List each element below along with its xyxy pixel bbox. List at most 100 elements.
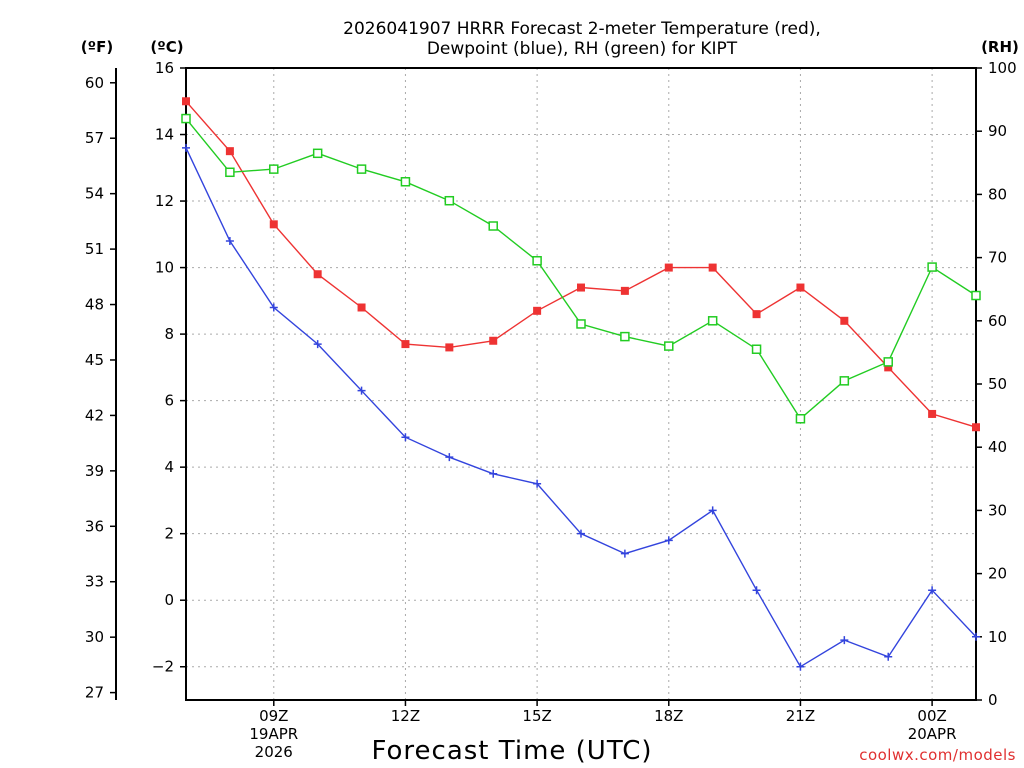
fahrenheit-tick-label: 27 [85,684,104,702]
rh-point [532,256,542,266]
celsius-tick-label: 6 [164,392,174,410]
2-meter-temperature-point [225,147,234,156]
celsius-tick-label: 10 [155,259,174,277]
x-tick-year-label: 2026 [255,743,293,761]
rh-tick-label: 40 [988,438,1007,456]
fahrenheit-tick-label: 36 [85,517,104,535]
rh-point [883,357,893,367]
2-meter-temperature-point [533,306,542,315]
dewpoint-point [357,386,366,395]
rh-point [620,331,630,342]
plot-frame [185,67,977,701]
rh-tick-label: 10 [988,628,1007,646]
2-meter-temperature-point [708,263,717,272]
rh-tick-label: 70 [988,249,1007,267]
dewpoint-point [972,632,980,641]
rh-point [839,376,850,386]
rh-point [927,262,937,272]
2-meter-temperature-point [445,343,454,352]
rh-point [225,167,235,178]
x-tick-date-label: 19APR [249,725,298,743]
chart-title-line-2: Dewpoint (blue), RH (green) for KIPT [427,39,738,59]
fahrenheit-tick-label: 54 [85,185,104,203]
grid-layer [186,67,976,700]
dewpoint-point [269,303,278,312]
fahrenheit-tick-label: 42 [85,406,104,424]
rh-point [181,113,191,124]
celsius-tick-label: −2 [152,658,174,676]
rh-tick-label: 100 [988,59,1017,77]
2-meter-temperature-point [972,423,980,432]
x-tick-label: 00Z [917,707,946,725]
rh-tick-label: 50 [988,375,1007,393]
dewpoint-point [708,506,717,515]
rh-point [444,195,455,206]
dewpoint-point [752,586,761,595]
x-tick-label: 12Z [391,707,420,725]
dewpoint-point [577,529,585,538]
rh-point [356,164,367,174]
2-meter-temperature-point [269,220,278,229]
x-axis-title: Forecast Time (UTC) [371,736,652,766]
rh-unit-label: (RH) [981,38,1019,56]
dewpoint-point [182,143,190,152]
fahrenheit-tick-label: 57 [85,129,104,147]
dewpoint-point [445,453,454,462]
dewpoint-point [225,236,234,245]
rh-point [488,221,498,231]
dewpoint-point [620,549,629,558]
dewpoint-point [401,433,410,442]
rh-point [751,344,762,354]
fahrenheit-tick-label: 45 [85,351,104,369]
dewpoint-point [489,469,498,478]
celsius-tick-label: 2 [164,525,174,543]
x-tick-date-label: 20APR [908,725,957,743]
2-meter-temperature-point [884,363,893,372]
fahrenheit-tick-label: 51 [85,240,104,258]
rh-point [576,319,586,329]
credit-link[interactable]: coolwx.com/models [859,746,1016,764]
dewpoint-point [884,652,893,661]
2-meter-temperature-point [840,316,849,325]
dewpoint-point [840,636,849,645]
celsius-tick-label: 0 [164,591,174,609]
rh-tick-label: 20 [988,565,1007,583]
axes-layer: 27 30 33 36 39 42 45 48 51 54 57 60 −2 0 2 4 6 8 10 12 14 16 0… [85,59,1017,761]
2-meter-temperature-point [182,97,190,106]
x-tick-label: 09Z [259,707,288,725]
rh-line [185,118,977,420]
fahrenheit-tick-label: 33 [85,573,104,591]
2-meter-temperature-point [489,336,498,345]
dewpoint-point [313,340,322,349]
rh-point [971,290,981,301]
x-tick-label: 21Z [786,707,815,725]
2-meter-temperature-point [620,286,629,295]
2-meter-temperature-point [313,270,322,279]
dewpoint-point [796,662,805,671]
2-meter-temperature-point [796,283,805,292]
dewpoint-point [533,479,542,488]
x-tick-label: 15Z [522,707,551,725]
rh-tick-label: 80 [988,185,1007,203]
celsius-tick-label: 8 [164,325,174,343]
2-meter-temperature-point [577,283,585,292]
chart-title-line-1: 2026041907 HRRR Forecast 2-meter Tempera… [343,19,821,39]
celsius-tick-label: 14 [155,126,174,144]
x-tick-label: 18Z [654,707,683,725]
fahrenheit-unit-label: (ºF) [81,38,113,56]
rh-tick-label: 90 [988,122,1007,140]
rh-tick-label: 30 [988,501,1007,519]
dewpoint-point [664,536,673,545]
celsius-unit-label: (ºC) [150,38,183,56]
2-meter-temperature-point [401,340,410,349]
rh-point [707,316,718,326]
2-meter-temperature-line [185,100,977,428]
celsius-tick-label: 4 [164,458,174,476]
fahrenheit-tick-label: 39 [85,462,104,480]
rh-tick-label: 60 [988,312,1007,330]
series-layer [181,97,981,671]
rh-point [664,341,674,351]
celsius-tick-label: 12 [155,192,174,210]
fahrenheit-tick-label: 30 [85,628,104,646]
